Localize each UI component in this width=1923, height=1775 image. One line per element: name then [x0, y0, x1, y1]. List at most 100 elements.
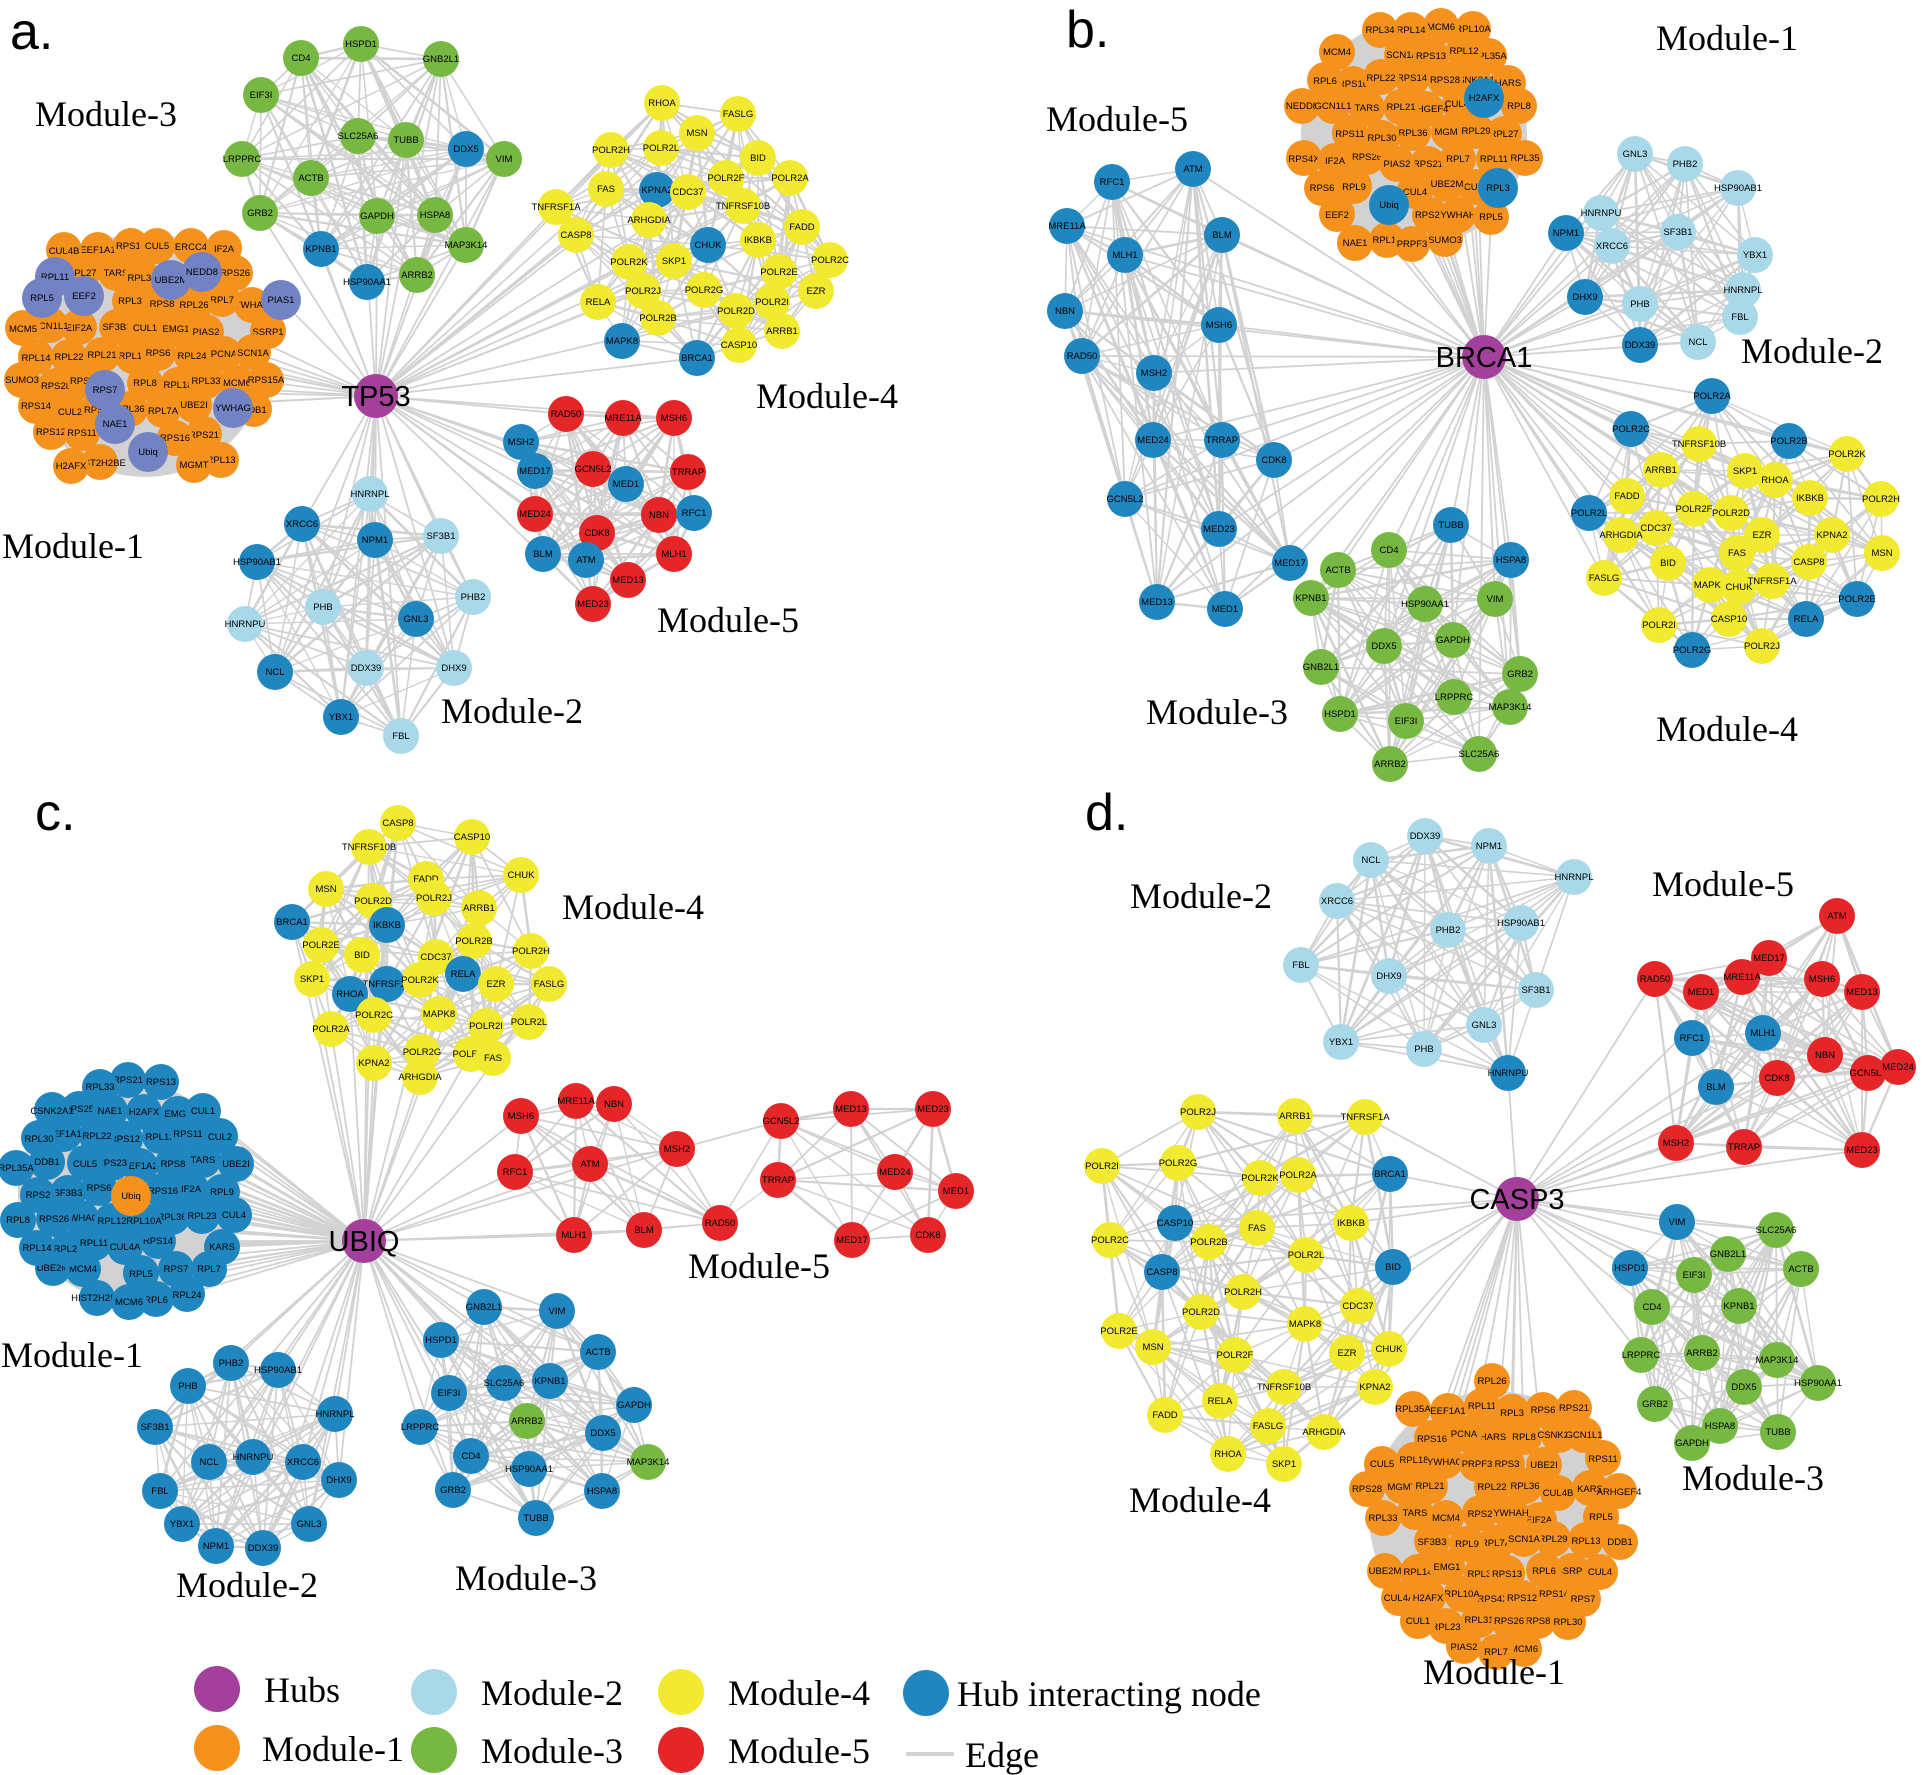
svg-text:GNB2L1: GNB2L1 — [466, 1302, 502, 1313]
svg-text:RPS25: RPS25 — [64, 1104, 94, 1115]
svg-text:SCN1A: SCN1A — [237, 348, 269, 359]
svg-text:RPL9: RPL9 — [210, 1187, 234, 1198]
svg-text:MED13: MED13 — [612, 575, 644, 586]
svg-text:RPL5: RPL5 — [1479, 212, 1503, 223]
svg-text:FBL: FBL — [392, 731, 409, 742]
svg-text:NPM1: NPM1 — [203, 1541, 229, 1552]
svg-text:POLR2F: POLR2F — [708, 173, 745, 184]
svg-text:RPL24: RPL24 — [172, 1290, 201, 1301]
svg-text:FAS: FAS — [1248, 1223, 1266, 1234]
svg-text:MCM4: MCM4 — [69, 1264, 97, 1275]
svg-text:CDC37: CDC37 — [1342, 1301, 1373, 1312]
svg-text:EMG1: EMG1 — [163, 324, 190, 335]
svg-text:UBE2M: UBE2M — [1431, 179, 1464, 190]
svg-text:ATM: ATM — [576, 555, 595, 566]
svg-text:RPS21: RPS21 — [1413, 159, 1443, 170]
svg-text:BLM: BLM — [634, 1225, 654, 1236]
svg-text:UBE2I: UBE2I — [1530, 1460, 1557, 1471]
svg-text:POLR2H: POLR2H — [592, 145, 630, 156]
svg-text:FBL: FBL — [151, 1486, 168, 1497]
svg-text:MED17: MED17 — [519, 466, 551, 477]
svg-text:CUL4A: CUL4A — [1384, 1593, 1415, 1604]
svg-text:BRCA1: BRCA1 — [681, 353, 713, 364]
svg-text:MCM6: MCM6 — [115, 1297, 143, 1308]
svg-text:TNFRSF10B: TNFRSF10B — [1672, 439, 1726, 450]
svg-text:RPL35A: RPL35A — [1395, 1404, 1431, 1415]
svg-text:MLH1: MLH1 — [1750, 1028, 1775, 1039]
svg-text:RPL24: RPL24 — [177, 351, 206, 362]
svg-text:ARHGDIA: ARHGDIA — [1599, 530, 1643, 541]
svg-text:TARS: TARS — [1403, 1508, 1428, 1519]
svg-text:RPL31: RPL31 — [1464, 1615, 1493, 1626]
svg-text:SF3B3: SF3B3 — [102, 322, 131, 333]
svg-text:MED1: MED1 — [1212, 604, 1238, 615]
svg-text:MED24: MED24 — [1882, 1062, 1914, 1073]
svg-text:RPS12: RPS12 — [1507, 1593, 1537, 1604]
svg-text:PHB2: PHB2 — [219, 1358, 244, 1369]
svg-text:MED1: MED1 — [613, 479, 639, 490]
svg-text:Module-4: Module-4 — [562, 887, 704, 927]
svg-text:HSP90AB1: HSP90AB1 — [254, 1365, 302, 1376]
svg-text:PHB: PHB — [178, 1381, 198, 1392]
svg-text:CUL4B: CUL4B — [49, 246, 80, 257]
svg-text:RPL3: RPL3 — [118, 296, 142, 307]
svg-text:ERCC4: ERCC4 — [175, 242, 207, 253]
svg-text:NBN: NBN — [1815, 1050, 1835, 1061]
svg-text:CUL4: CUL4 — [1588, 1567, 1612, 1578]
svg-text:YBX1: YBX1 — [1329, 1037, 1353, 1048]
svg-text:RELA: RELA — [1208, 1396, 1233, 1407]
svg-text:RPS14: RPS14 — [1539, 1589, 1569, 1600]
svg-text:CD4: CD4 — [291, 53, 310, 64]
svg-text:GNL3: GNL3 — [404, 614, 429, 625]
svg-text:FADD: FADD — [1152, 1410, 1177, 1421]
svg-text:POLR2K: POLR2K — [1241, 1173, 1279, 1184]
svg-text:MED24: MED24 — [519, 509, 551, 520]
svg-text:RPL34: RPL34 — [1365, 25, 1394, 36]
svg-text:NBN: NBN — [1055, 306, 1075, 317]
svg-text:MED23: MED23 — [917, 1104, 949, 1115]
svg-text:ATM: ATM — [1183, 164, 1202, 175]
svg-text:RPL7: RPL7 — [210, 295, 234, 306]
svg-text:H2AFX: H2AFX — [129, 1107, 160, 1118]
svg-text:MED23: MED23 — [577, 599, 609, 610]
svg-text:ATM: ATM — [580, 1159, 599, 1170]
svg-text:Module-4: Module-4 — [1656, 709, 1798, 749]
svg-text:RFC1: RFC1 — [1680, 1033, 1705, 1044]
svg-text:MGMT: MGMT — [1434, 127, 1463, 138]
svg-text:RFC1: RFC1 — [503, 1167, 528, 1178]
svg-text:HNRNPU: HNRNPU — [233, 1452, 274, 1463]
svg-text:IF2A: IF2A — [214, 244, 235, 255]
svg-text:RPL6: RPL6 — [144, 1295, 168, 1306]
svg-text:EIF2A: EIF2A — [1526, 1515, 1553, 1526]
svg-text:ARHGEF4: ARHGEF4 — [1597, 1487, 1642, 1498]
svg-text:FAS: FAS — [597, 184, 615, 195]
svg-text:Hub interacting node: Hub interacting node — [957, 1674, 1261, 1714]
svg-text:Module-5: Module-5 — [728, 1731, 870, 1771]
svg-text:TNFRSF10B: TNFRSF10B — [1257, 1382, 1311, 1393]
svg-text:CDC37: CDC37 — [672, 187, 703, 198]
svg-text:CUL2: CUL2 — [58, 407, 82, 418]
svg-text:MSN: MSN — [1142, 1342, 1163, 1353]
svg-text:RPS16: RPS16 — [148, 1186, 178, 1197]
svg-text:MED13: MED13 — [1846, 987, 1878, 998]
svg-text:CUL5: CUL5 — [145, 241, 169, 252]
svg-text:POLR2E: POLR2E — [302, 940, 340, 951]
svg-text:POLR2H: POLR2H — [1862, 494, 1900, 505]
svg-text:Module-1: Module-1 — [1, 1335, 143, 1375]
svg-text:CDC37: CDC37 — [1640, 523, 1671, 534]
svg-text:Ubiq: Ubiq — [121, 1191, 141, 1202]
svg-text:CASP8: CASP8 — [1146, 1267, 1177, 1278]
svg-text:TRRAP: TRRAP — [672, 467, 704, 478]
svg-text:SKP1: SKP1 — [1733, 466, 1757, 477]
svg-text:HSPA8: HSPA8 — [420, 210, 450, 221]
svg-text:POLR2I: POLR2I — [1642, 620, 1676, 631]
svg-text:POLR2J: POLR2J — [1180, 1107, 1216, 1118]
svg-text:MED1: MED1 — [1688, 987, 1714, 998]
svg-text:TRRAP: TRRAP — [1728, 1142, 1760, 1153]
svg-text:Module-5: Module-5 — [1652, 864, 1794, 904]
svg-text:Module-4: Module-4 — [1129, 1480, 1271, 1520]
svg-text:HSP90AB1: HSP90AB1 — [233, 557, 281, 568]
svg-text:EEF1A2: EEF1A2 — [122, 1161, 157, 1172]
svg-text:GCN5L2: GCN5L2 — [1107, 494, 1144, 505]
svg-text:POLR2A: POLR2A — [312, 1024, 350, 1035]
